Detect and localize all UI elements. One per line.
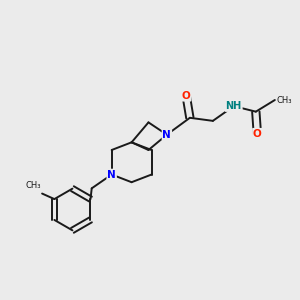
Text: NH: NH [226, 101, 242, 111]
Text: O: O [182, 91, 190, 101]
Text: CH₃: CH₃ [276, 95, 292, 104]
Text: CH₃: CH₃ [26, 181, 41, 190]
Text: N: N [163, 130, 171, 140]
Text: O: O [253, 129, 262, 139]
Text: N: N [107, 169, 116, 179]
